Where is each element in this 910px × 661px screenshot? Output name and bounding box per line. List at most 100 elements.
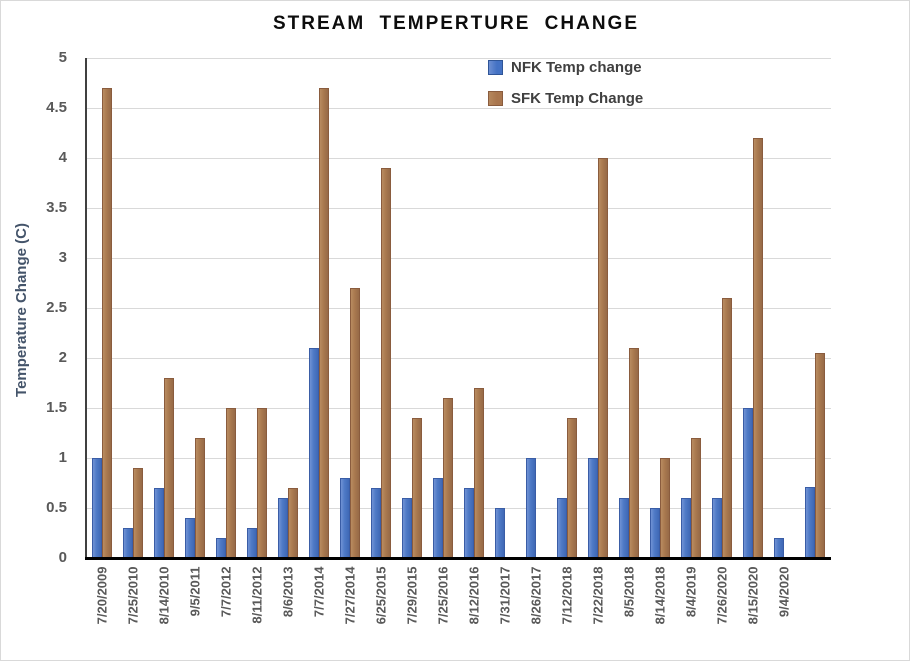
y-axis-tick-label: 1.5	[46, 399, 67, 416]
x-axis-category-label: 8/12/2016	[466, 566, 482, 625]
gridline	[86, 458, 831, 459]
bar-nfk	[619, 498, 629, 558]
bar-sfk	[195, 438, 205, 558]
bar-sfk	[412, 418, 422, 558]
bar-sfk	[319, 88, 329, 558]
legend-label-sfk: SFK Temp Change	[511, 89, 644, 107]
y-axis-tick-label: 0.5	[46, 499, 67, 516]
x-axis-category-label: 7/27/2014	[342, 566, 358, 625]
gridline	[86, 208, 831, 209]
y-axis-tick-label: 2	[58, 349, 67, 366]
bar-sfk	[629, 348, 639, 558]
bar-sfk	[381, 168, 391, 558]
gridline	[86, 58, 831, 59]
bar-nfk	[154, 488, 164, 558]
x-axis-category-label: 8/11/2012	[249, 566, 265, 624]
x-axis-category-label: 7/29/2015	[404, 566, 420, 625]
y-axis-tick-label: 3	[58, 249, 67, 266]
nfk-series-marker-icon	[488, 59, 503, 75]
x-axis-category-label: 7/25/2016	[435, 566, 451, 625]
bar-nfk	[433, 478, 443, 558]
bar-nfk	[402, 498, 412, 558]
x-axis-category-label: 9/4/2020	[776, 566, 792, 618]
legend-label-nfk: NFK Temp change	[511, 58, 642, 76]
bar-nfk	[340, 478, 350, 558]
bar-nfk	[495, 508, 505, 558]
gridline	[86, 158, 831, 159]
bar-sfk	[133, 468, 143, 558]
bar-nfk	[309, 348, 319, 558]
gridline	[86, 108, 831, 109]
x-axis-category-label: 7/7/2014	[311, 566, 327, 618]
gridline	[86, 408, 831, 409]
x-axis-category-label: 7/22/2018	[590, 566, 606, 625]
x-axis-category-label: 7/20/2009	[94, 566, 110, 625]
bar-nfk	[371, 488, 381, 558]
bar-nfk	[278, 498, 288, 558]
x-axis-category-label: 7/12/2018	[559, 566, 575, 625]
bar-nfk	[805, 487, 815, 558]
chart-title: STREAM TEMPERTURE CHANGE	[272, 13, 639, 34]
sfk-series-marker-icon	[488, 90, 503, 106]
bar-sfk	[443, 398, 453, 558]
bar-nfk	[774, 538, 784, 558]
bar-nfk	[185, 518, 195, 558]
gridline	[86, 258, 831, 259]
bar-sfk	[164, 378, 174, 558]
y-axis-tick-label: 4.5	[46, 99, 67, 116]
bar-nfk	[123, 528, 133, 558]
bar-sfk	[257, 408, 267, 558]
gridline	[86, 308, 831, 309]
gridline	[86, 508, 831, 509]
legend: NFK Temp change SFK Temp Change	[488, 57, 643, 119]
gridline	[86, 358, 831, 359]
y-axis-tick-label: 0	[58, 549, 67, 566]
x-axis-category-label: 7/26/2020	[714, 566, 730, 625]
x-axis-line	[85, 557, 831, 560]
x-axis-category-label: 8/26/2017	[528, 566, 544, 625]
y-axis-tick-label: 3.5	[46, 199, 67, 216]
bar-nfk	[92, 458, 102, 558]
x-axis-category-label: 8/14/2018	[652, 566, 668, 625]
bar-nfk	[557, 498, 567, 558]
bar-sfk	[226, 408, 236, 558]
bar-sfk	[598, 158, 608, 558]
y-axis-tick-label: 2.5	[46, 299, 67, 316]
bar-sfk	[691, 438, 701, 558]
x-axis-category-label: 6/25/2015	[373, 566, 389, 625]
bar-nfk	[526, 458, 536, 558]
x-axis-category-label: 8/6/2013	[280, 566, 296, 618]
bar-nfk	[681, 498, 691, 558]
bar-nfk	[247, 528, 257, 558]
legend-item-nfk: NFK Temp change	[488, 57, 643, 77]
x-axis-category-label: 7/31/2017	[497, 566, 513, 625]
bar-sfk	[350, 288, 360, 558]
bar-nfk	[743, 408, 753, 558]
legend-item-sfk: SFK Temp Change	[488, 88, 643, 108]
bar-nfk	[650, 508, 660, 558]
x-axis-category-label: 7/25/2010	[125, 566, 141, 625]
bar-sfk	[474, 388, 484, 558]
bar-sfk	[288, 488, 298, 558]
y-axis-tick-label: 4	[58, 149, 67, 166]
bar-nfk	[588, 458, 598, 558]
y-axis-line	[85, 58, 87, 558]
bar-sfk	[753, 138, 763, 558]
bar-sfk	[660, 458, 670, 558]
bar-sfk	[815, 353, 825, 558]
x-axis-category-label: 9/5/2011	[187, 566, 203, 617]
y-axis-tick-label: 1	[58, 449, 67, 466]
bar-nfk	[464, 488, 474, 558]
bar-nfk	[216, 538, 226, 558]
x-axis-category-label: 8/5/2018	[621, 566, 637, 618]
x-axis-category-label: 8/4/2019	[683, 566, 699, 618]
bar-sfk	[102, 88, 112, 558]
y-axis-tick-label: 5	[58, 49, 67, 66]
x-axis-category-label: 7/7/2012	[218, 566, 234, 618]
x-axis-category-label: 8/15/2020	[745, 566, 761, 625]
bar-sfk	[722, 298, 732, 558]
x-axis-category-label: 8/14/2010	[156, 566, 172, 625]
bar-nfk	[712, 498, 722, 558]
bar-sfk	[567, 418, 577, 558]
